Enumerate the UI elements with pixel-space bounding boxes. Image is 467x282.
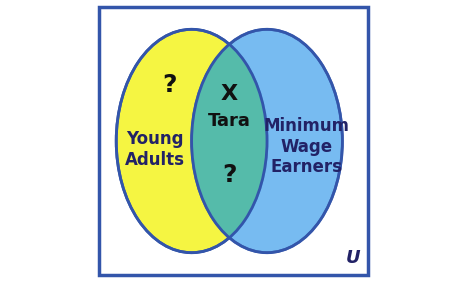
Ellipse shape — [116, 29, 267, 253]
Ellipse shape — [191, 29, 342, 253]
Text: X: X — [221, 83, 238, 103]
Text: Minimum
Wage
Earners: Minimum Wage Earners — [263, 117, 349, 176]
Text: ?: ? — [162, 73, 177, 97]
Ellipse shape — [116, 29, 267, 253]
Text: Young
Adults: Young Adults — [125, 130, 185, 169]
Text: U: U — [346, 249, 361, 267]
Text: ?: ? — [222, 162, 237, 186]
Text: Tara: Tara — [208, 113, 251, 131]
Ellipse shape — [191, 29, 342, 253]
